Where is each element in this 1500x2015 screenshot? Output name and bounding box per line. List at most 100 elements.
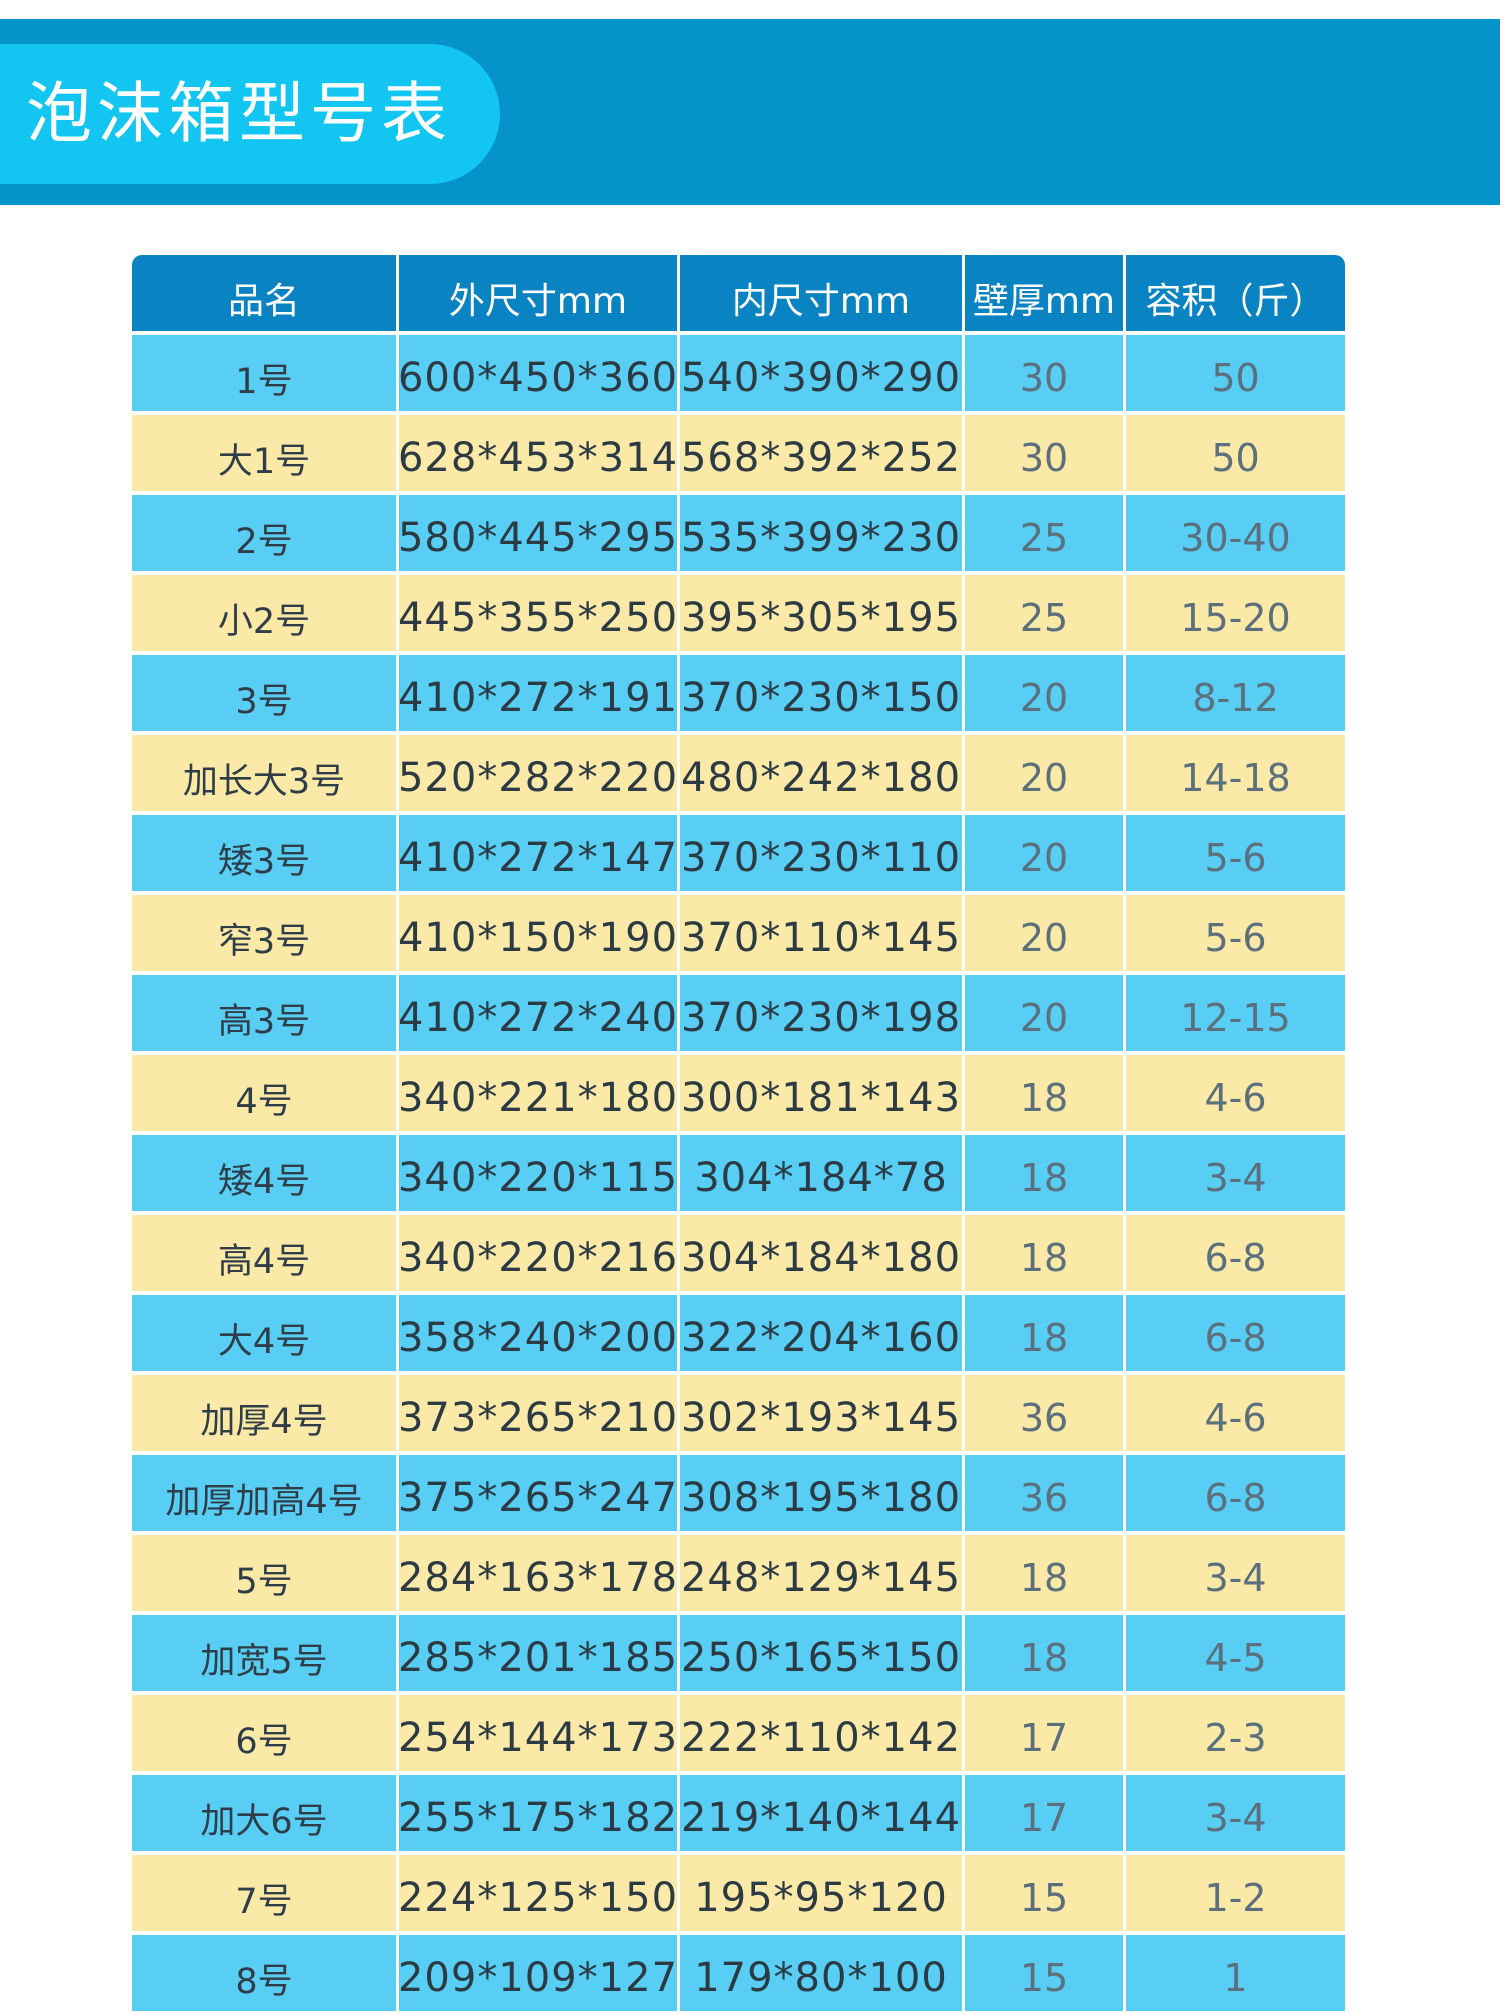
- cell-volume: 3-4: [1126, 1775, 1345, 1851]
- title-pill: [0, 44, 500, 184]
- size-table: 品名 外尺寸mm 内尺寸mm 壁厚mm 容积（斤） 1号 600*450*360 5…: [132, 255, 1345, 2015]
- cell-inner-size: 308*195*180: [680, 1455, 962, 1531]
- table-row: 8号 209*109*127 179*80*100 15 1: [132, 1935, 1345, 2011]
- cell-inner-size: 540*390*290: [680, 335, 962, 411]
- cell-inner-size: 568*392*252: [680, 415, 962, 491]
- cell-volume: 4-5: [1126, 1615, 1345, 1691]
- cell-volume: 6-8: [1126, 1215, 1345, 1291]
- cell-volume: 6-8: [1126, 1295, 1345, 1371]
- cell-wall-thickness: 18: [965, 1535, 1123, 1611]
- cell-name: 2号: [132, 495, 396, 571]
- cell-name: 加大6号: [132, 1775, 396, 1851]
- cell-volume: 14-18: [1126, 735, 1345, 811]
- cell-volume: 5-6: [1126, 815, 1345, 891]
- cell-name: 6号: [132, 1695, 396, 1771]
- header-wall-thickness: 壁厚mm: [965, 255, 1123, 331]
- header-inner-size: 内尺寸mm: [680, 255, 962, 331]
- cell-name: 高4号: [132, 1215, 396, 1291]
- cell-outer-size: 358*240*200: [399, 1295, 677, 1371]
- cell-volume: 1-2: [1126, 1855, 1345, 1931]
- table-row: 高4号 340*220*216 304*184*180 18 6-8: [132, 1215, 1345, 1291]
- table-row: 加长大3号 520*282*220 480*242*180 20 14-18: [132, 735, 1345, 811]
- table-header-row: 品名 外尺寸mm 内尺寸mm 壁厚mm 容积（斤）: [132, 255, 1345, 331]
- cell-wall-thickness: 20: [965, 975, 1123, 1051]
- cell-inner-size: 395*305*195: [680, 575, 962, 651]
- cell-name: 大1号: [132, 415, 396, 491]
- cell-name: 加宽5号: [132, 1615, 396, 1691]
- table-row: 7号 224*125*150 195*95*120 15 1-2: [132, 1855, 1345, 1931]
- cell-outer-size: 375*265*247: [399, 1455, 677, 1531]
- cell-volume: 1: [1126, 1935, 1345, 2011]
- cell-wall-thickness: 20: [965, 735, 1123, 811]
- cell-outer-size: 255*175*182: [399, 1775, 677, 1851]
- cell-outer-size: 340*220*216: [399, 1215, 677, 1291]
- cell-name: 3号: [132, 655, 396, 731]
- cell-inner-size: 179*80*100: [680, 1935, 962, 2011]
- cell-outer-size: 285*201*185: [399, 1615, 677, 1691]
- cell-outer-size: 628*453*314: [399, 415, 677, 491]
- cell-name: 窄3号: [132, 895, 396, 971]
- cell-inner-size: 370*230*150: [680, 655, 962, 731]
- cell-name: 高3号: [132, 975, 396, 1051]
- table-body: 1号 600*450*360 540*390*290 30 50 大1号 628*453*3…: [132, 335, 1345, 2011]
- table-row: 大1号 628*453*314 568*392*252 30 50: [132, 415, 1345, 491]
- cell-outer-size: 410*272*240: [399, 975, 677, 1051]
- cell-wall-thickness: 18: [965, 1135, 1123, 1211]
- cell-outer-size: 373*265*210: [399, 1375, 677, 1451]
- cell-volume: 3-4: [1126, 1535, 1345, 1611]
- table-row: 6号 254*144*173 222*110*142 17 2-3: [132, 1695, 1345, 1771]
- cell-outer-size: 410*150*190: [399, 895, 677, 971]
- cell-outer-size: 254*144*173: [399, 1695, 677, 1771]
- cell-inner-size: 248*129*145: [680, 1535, 962, 1611]
- table-row: 加厚加高4号 375*265*247 308*195*180 36 6-8: [132, 1455, 1345, 1531]
- cell-outer-size: 410*272*191: [399, 655, 677, 731]
- cell-wall-thickness: 25: [965, 495, 1123, 571]
- cell-inner-size: 322*204*160: [680, 1295, 962, 1371]
- cell-name: 矮3号: [132, 815, 396, 891]
- cell-wall-thickness: 15: [965, 1855, 1123, 1931]
- cell-name: 加厚4号: [132, 1375, 396, 1451]
- cell-wall-thickness: 18: [965, 1295, 1123, 1371]
- cell-inner-size: 304*184*180: [680, 1215, 962, 1291]
- cell-inner-size: 195*95*120: [680, 1855, 962, 1931]
- cell-volume: 50: [1126, 415, 1345, 491]
- cell-volume: 5-6: [1126, 895, 1345, 971]
- header-name: 品名: [132, 255, 396, 331]
- page-title: 泡沫箱型号表: [26, 75, 452, 152]
- table-row: 4号 340*221*180 300*181*143 18 4-6: [132, 1055, 1345, 1131]
- cell-inner-size: 300*181*143: [680, 1055, 962, 1131]
- cell-wall-thickness: 18: [965, 1055, 1123, 1131]
- table-row: 矮4号 340*220*115 304*184*78 18 3-4: [132, 1135, 1345, 1211]
- cell-inner-size: 222*110*142: [680, 1695, 962, 1771]
- cell-volume: 8-12: [1126, 655, 1345, 731]
- cell-name: 7号: [132, 1855, 396, 1931]
- table-row: 2号 580*445*295 535*399*230 25 30-40: [132, 495, 1345, 571]
- cell-inner-size: 535*399*230: [680, 495, 962, 571]
- cell-outer-size: 224*125*150: [399, 1855, 677, 1931]
- table-row: 加厚4号 373*265*210 302*193*145 36 4-6: [132, 1375, 1345, 1451]
- cell-volume: 30-40: [1126, 495, 1345, 571]
- table-row: 1号 600*450*360 540*390*290 30 50: [132, 335, 1345, 411]
- table-row: 加大6号 255*175*182 219*140*144 17 3-4: [132, 1775, 1345, 1851]
- cell-outer-size: 580*445*295: [399, 495, 677, 571]
- cell-wall-thickness: 18: [965, 1615, 1123, 1691]
- cell-inner-size: 250*165*150: [680, 1615, 962, 1691]
- header-outer-size: 外尺寸mm: [399, 255, 677, 331]
- cell-volume: 4-6: [1126, 1375, 1345, 1451]
- cell-name: 8号: [132, 1935, 396, 2011]
- cell-name: 小2号: [132, 575, 396, 651]
- cell-name: 大4号: [132, 1295, 396, 1371]
- cell-wall-thickness: 30: [965, 415, 1123, 491]
- cell-outer-size: 209*109*127: [399, 1935, 677, 2011]
- cell-wall-thickness: 25: [965, 575, 1123, 651]
- cell-volume: 3-4: [1126, 1135, 1345, 1211]
- cell-wall-thickness: 30: [965, 335, 1123, 411]
- cell-outer-size: 410*272*147: [399, 815, 677, 891]
- cell-outer-size: 340*221*180: [399, 1055, 677, 1131]
- table-row: 加宽5号 285*201*185 250*165*150 18 4-5: [132, 1615, 1345, 1691]
- cell-volume: 2-3: [1126, 1695, 1345, 1771]
- cell-name: 4号: [132, 1055, 396, 1131]
- cell-inner-size: 219*140*144: [680, 1775, 962, 1851]
- cell-name: 加长大3号: [132, 735, 396, 811]
- cell-inner-size: 370*230*198: [680, 975, 962, 1051]
